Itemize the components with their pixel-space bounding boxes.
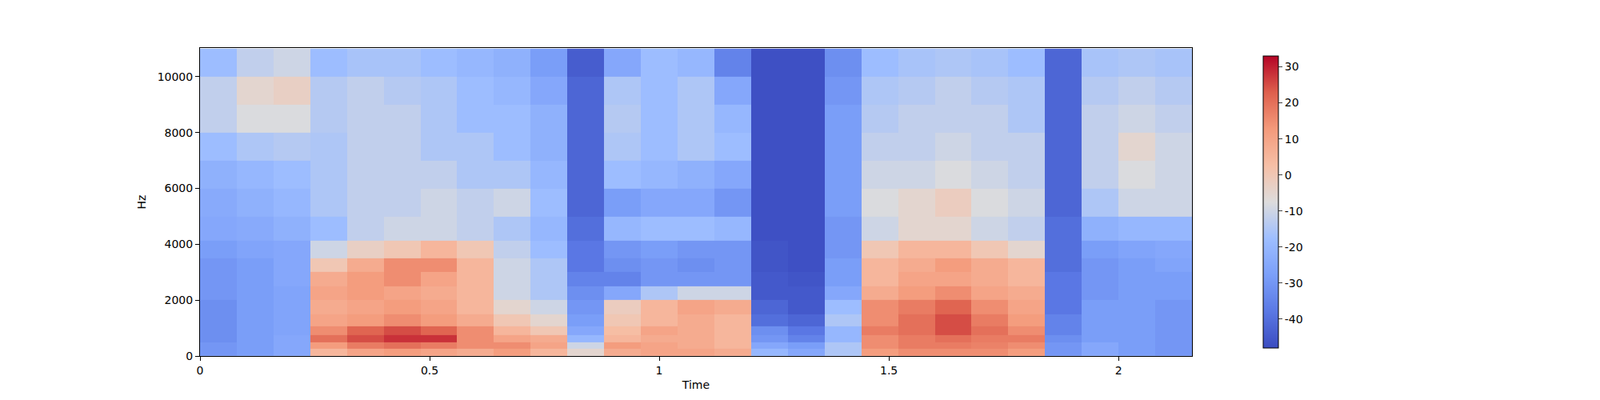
svg-text:2: 2 [1115, 364, 1123, 377]
svg-text:Time: Time [681, 378, 710, 392]
svg-text:-10: -10 [1284, 204, 1304, 218]
svg-text:8000: 8000 [164, 126, 194, 140]
svg-text:1.5: 1.5 [880, 364, 898, 377]
svg-text:10: 10 [1284, 132, 1300, 146]
svg-text:-40: -40 [1284, 312, 1304, 326]
svg-text:0: 0 [1284, 168, 1292, 182]
svg-text:20: 20 [1284, 96, 1300, 109]
svg-text:Hz: Hz [135, 195, 148, 210]
svg-text:2000: 2000 [164, 293, 194, 307]
svg-text:30: 30 [1284, 60, 1300, 73]
svg-text:1: 1 [656, 364, 664, 377]
svg-text:6000: 6000 [164, 181, 194, 195]
svg-text:10000: 10000 [157, 70, 194, 84]
svg-text:0: 0 [196, 364, 204, 377]
svg-text:0: 0 [185, 349, 193, 363]
svg-text:4000: 4000 [164, 237, 194, 251]
svg-text:-20: -20 [1284, 240, 1304, 254]
svg-text:-30: -30 [1284, 276, 1304, 290]
svg-text:0.5: 0.5 [420, 364, 439, 377]
